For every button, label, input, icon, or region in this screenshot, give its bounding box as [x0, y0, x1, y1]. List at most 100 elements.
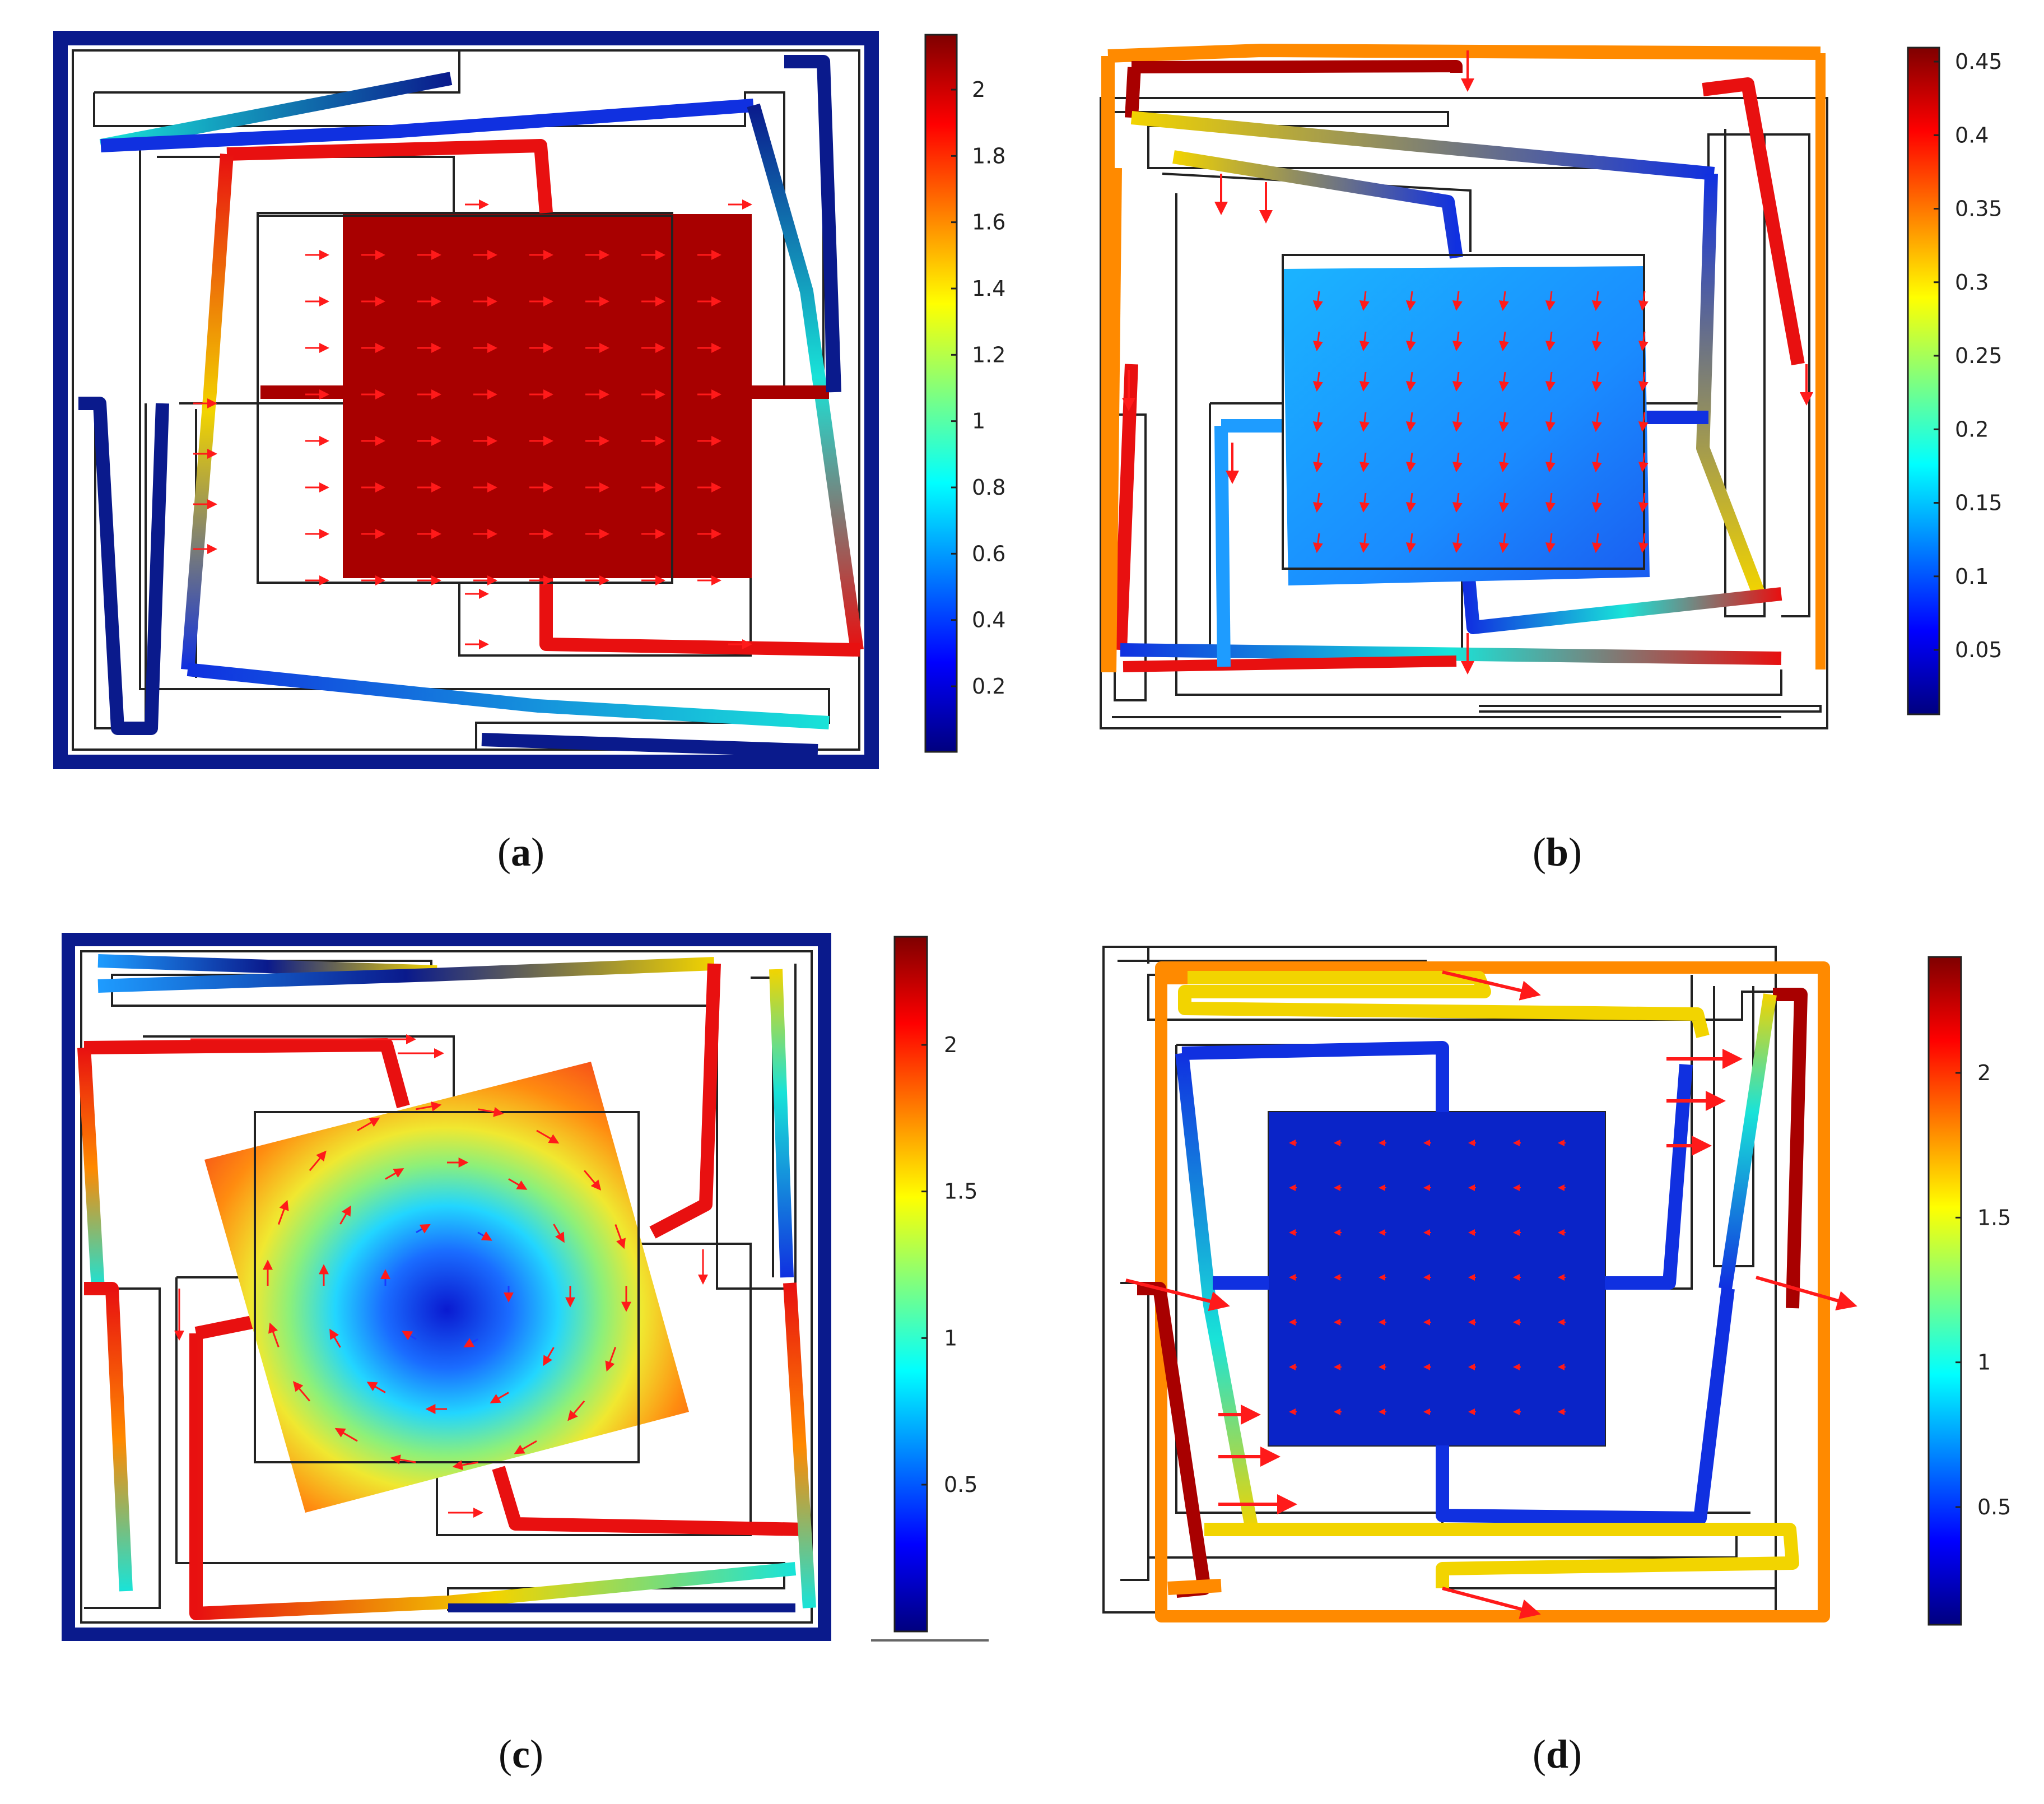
field-arrow [1312, 331, 1323, 351]
field-arrow [1591, 291, 1602, 311]
panel-a-caption: (a) [497, 830, 544, 875]
panel-c-colorbar [893, 936, 928, 1633]
colorbar-tick-label: 0.2 [1955, 417, 1989, 441]
panel-b: 0.45 0.4 0.35 0.3 0.25 0.2 0.15 0.1 0.05 (b) [1100, 44, 2003, 875]
field-arrow [1312, 371, 1323, 392]
field-arrow [605, 1346, 617, 1372]
panel-b-arrow-field [1122, 50, 1813, 675]
panel-d-proof-mass [1269, 1112, 1605, 1445]
field-arrow [1591, 371, 1602, 392]
colorbar-tick-label: 2 [972, 77, 985, 102]
panel-a-deformed-beams [78, 55, 864, 757]
field-arrow [1545, 452, 1556, 472]
field-arrow [1591, 452, 1602, 472]
field-arrow [1498, 452, 1509, 472]
field-arrow [543, 1347, 555, 1366]
field-arrow [329, 1328, 341, 1348]
panel-d-colorbar-ticks: 2 1.5 1 0.5 [1955, 1061, 2011, 1519]
panel-c: 2 1.5 1 0.5 (c) [62, 933, 989, 1777]
field-arrow [1359, 331, 1370, 351]
field-arrow [1359, 291, 1370, 311]
colorbar-tick-label: 1 [944, 1326, 957, 1350]
field-arrow [1498, 533, 1509, 553]
field-arrow [1591, 331, 1602, 351]
panel-c-arrow-field [174, 1034, 708, 1518]
field-arrow [1452, 371, 1463, 392]
panel-c-outer-frame [62, 933, 831, 1641]
field-arrow [334, 1428, 358, 1442]
field-arrow [536, 1129, 560, 1144]
panel-a-colorbar [924, 34, 958, 753]
colorbar-tick-label: 0.3 [1955, 270, 1989, 295]
field-arrow [1359, 533, 1370, 553]
colorbar-tick-label: 1 [1977, 1350, 1991, 1375]
field-arrow [583, 1170, 602, 1191]
panel-d-colorbar [1927, 956, 1962, 1626]
field-arrow [477, 1231, 492, 1241]
field-arrow [1545, 492, 1556, 513]
field-arrow [1545, 371, 1556, 392]
field-arrow [1452, 291, 1463, 311]
panel-d-caption: (d) [1533, 1732, 1582, 1777]
field-arrow [514, 1440, 537, 1454]
field-arrow [1359, 492, 1370, 513]
field-arrow [1638, 533, 1649, 553]
field-arrow [553, 1224, 565, 1243]
field-arrow [478, 1106, 504, 1117]
field-arrow [1359, 371, 1370, 392]
panel-b-proof-mass [1283, 266, 1650, 585]
field-arrow [1405, 412, 1416, 432]
field-arrow [402, 1331, 417, 1341]
colorbar-tick-label: 1.6 [972, 210, 1005, 235]
colorbar-tick-label: 2 [1977, 1061, 1991, 1085]
colorbar-tick-label: 1.4 [972, 276, 1005, 301]
field-arrow [416, 1101, 442, 1112]
field-arrow [1498, 331, 1509, 351]
field-arrow [1405, 492, 1416, 513]
field-arrow [1452, 533, 1463, 553]
colorbar-tick-label: 1.2 [972, 342, 1005, 367]
field-arrow [1498, 291, 1509, 311]
field-arrow [1452, 331, 1463, 351]
panel-c-caption: (c) [499, 1732, 543, 1777]
field-arrow [1452, 452, 1463, 472]
colorbar-tick-label: 0.45 [1955, 49, 2003, 74]
field-arrow [567, 1400, 585, 1421]
field-arrow [614, 1224, 626, 1249]
field-arrow [416, 1224, 431, 1234]
field-arrow [1498, 412, 1509, 432]
field-arrow [309, 1150, 327, 1171]
field-arrow [1359, 412, 1370, 432]
field-arrow [1545, 412, 1556, 432]
colorbar-tick-label: 1.8 [972, 143, 1005, 168]
panel-b-deformed-beams [1101, 44, 1826, 673]
field-arrow [277, 1199, 289, 1225]
panel-b-colorbar-ticks: 0.45 0.4 0.35 0.3 0.25 0.2 0.15 0.1 0.05 [1934, 49, 2003, 662]
field-arrow [1405, 331, 1416, 351]
field-arrow [1498, 492, 1509, 513]
field-arrow [463, 1338, 478, 1348]
colorbar-tick-label: 0.4 [1955, 123, 1989, 147]
field-arrow [1638, 331, 1649, 351]
colorbar-tick-label: 0.05 [1955, 638, 2003, 662]
panel-c-deformed-beams [77, 954, 816, 1620]
colorbar-tick-label: 0.4 [972, 608, 1005, 633]
field-arrow [1312, 412, 1323, 432]
field-arrow [1591, 533, 1602, 553]
field-arrow [1405, 533, 1416, 553]
colorbar-tick-label: 0.8 [972, 475, 1005, 500]
colorbar-tick-label: 0.25 [1955, 343, 2003, 368]
field-arrow [1638, 412, 1649, 432]
field-arrow [452, 1460, 478, 1470]
field-arrow [1452, 492, 1463, 513]
panel-b-undeformed-outline [1100, 97, 1828, 729]
field-arrow [490, 1392, 509, 1403]
field-arrow [1452, 412, 1463, 432]
field-arrow [390, 1454, 416, 1465]
colorbar-tick-label: 0.2 [972, 674, 1005, 699]
field-arrow [1545, 331, 1556, 351]
colorbar-tick-label: 0.6 [972, 541, 1005, 566]
panel-c-mass-outline [254, 1111, 640, 1463]
colorbar-tick-label: 1.5 [944, 1179, 977, 1204]
field-arrow [1545, 291, 1556, 311]
